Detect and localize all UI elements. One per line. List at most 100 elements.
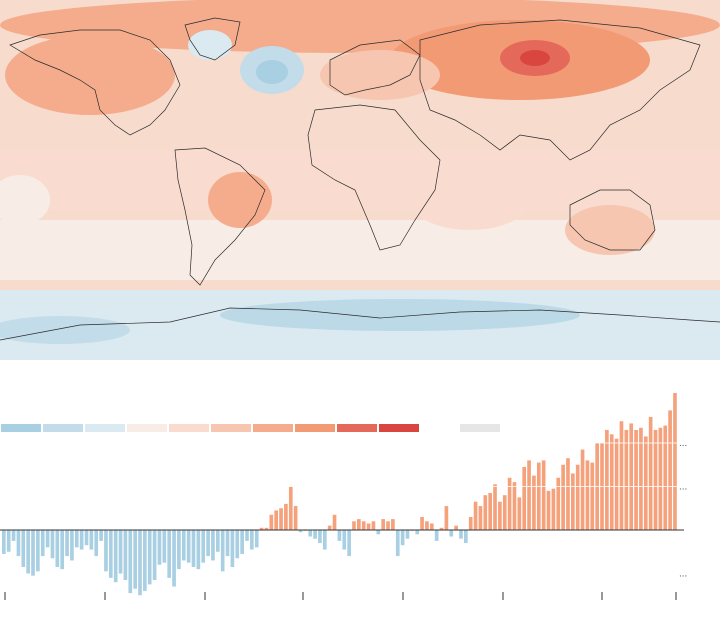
north-america-outline — [9, 29, 181, 136]
anomaly-bar — [279, 508, 283, 530]
anomaly-bar — [366, 523, 371, 530]
anomaly-bar — [429, 523, 434, 530]
anomaly-bar — [629, 423, 634, 530]
anomaly-bar — [483, 495, 488, 530]
temperature-anomaly-map — [0, 0, 720, 360]
anomaly-bar — [206, 530, 210, 557]
anomaly-bar — [541, 460, 546, 530]
anomaly-bar — [468, 516, 473, 530]
anomaly-bar — [274, 510, 279, 530]
indian-ocean-warm — [410, 170, 530, 230]
anomaly-bar — [502, 495, 507, 530]
color-legend — [0, 424, 720, 436]
anomaly-bar — [293, 506, 298, 531]
anomaly-bar — [113, 530, 118, 583]
anomaly-bar — [313, 530, 317, 539]
anomaly-bar — [99, 530, 103, 541]
anomaly-bar — [50, 530, 55, 559]
anomaly-bar — [26, 530, 30, 574]
anomaly-bar — [147, 530, 152, 585]
anomaly-bar — [167, 530, 172, 578]
anomaly-bar — [352, 521, 356, 530]
anomaly-bar — [347, 530, 351, 557]
africa-outline — [307, 104, 441, 251]
anomaly-bar — [172, 530, 176, 587]
anomaly-bar — [11, 530, 16, 541]
anomaly-bar — [250, 530, 254, 550]
pacific-cool — [0, 175, 50, 225]
anomaly-bar — [527, 460, 531, 530]
legend-swatch — [337, 424, 377, 432]
anomaly-bar — [619, 421, 624, 530]
anomaly-bar — [464, 530, 468, 544]
anomaly-bar — [2, 530, 6, 554]
anomaly-bar — [512, 482, 517, 530]
anomaly-bar — [546, 490, 551, 530]
y-tick-label: ... — [679, 438, 687, 449]
anomaly-bar — [288, 486, 293, 530]
anomaly-bar — [191, 530, 196, 567]
legend-swatch — [43, 424, 83, 432]
anomaly-bar — [658, 427, 663, 530]
anomaly-bar — [342, 530, 347, 550]
legend-swatch — [295, 424, 335, 432]
anomaly-bar — [493, 484, 497, 530]
anomaly-bar — [643, 436, 648, 530]
anomaly-bar — [143, 530, 147, 591]
legend-swatch — [211, 424, 251, 432]
anomaly-bar — [40, 530, 45, 557]
anomaly-bar — [376, 530, 381, 535]
anomaly-bar — [215, 530, 220, 552]
anomaly-bar — [186, 530, 191, 563]
anomaly-bar — [225, 530, 230, 557]
anomaly-bar — [245, 530, 249, 541]
anomaly-bar — [449, 530, 454, 537]
anomaly-bar — [138, 530, 142, 596]
anomaly-bar — [264, 527, 269, 530]
anomaly-bar — [668, 410, 672, 531]
antarctic-cool-zone-west — [0, 316, 130, 344]
legend-swatch — [169, 424, 209, 432]
australia-outline — [569, 189, 656, 251]
anomaly-bar — [123, 530, 128, 581]
anomaly-bar — [157, 530, 162, 565]
anomaly-bar — [60, 530, 65, 570]
anomaly-bar — [532, 475, 536, 531]
legend-swatch — [127, 424, 167, 432]
anomaly-bar — [575, 464, 580, 530]
legend-swatch — [379, 424, 419, 432]
anomaly-bar — [444, 506, 449, 531]
anomaly-bar — [55, 530, 60, 567]
anomaly-bar — [522, 466, 527, 530]
anomaly-bar — [181, 530, 186, 561]
coastlines — [0, 17, 720, 341]
anomaly-bar — [152, 530, 157, 581]
anomaly-bar — [507, 477, 512, 530]
anomaly-bar — [332, 514, 337, 530]
anomaly-bar — [381, 519, 385, 531]
anomaly-bar — [269, 514, 274, 530]
anomaly-bar — [201, 530, 206, 563]
anomaly-bar — [327, 525, 332, 530]
europe-warm — [320, 50, 440, 100]
antarctic-cool-zone — [220, 299, 580, 331]
anomaly-bar — [65, 530, 69, 557]
anomaly-bar — [459, 530, 463, 539]
anomaly-bar — [439, 527, 444, 530]
anomaly-bar — [663, 425, 668, 530]
anomaly-bar — [580, 449, 585, 530]
anomaly-bar — [108, 530, 113, 578]
anomaly-bar — [605, 429, 609, 530]
anomaly-bar — [128, 530, 133, 594]
north-america-warm — [5, 35, 175, 115]
anomaly-bar — [211, 530, 215, 561]
anomaly-bar — [162, 530, 167, 563]
anomaly-bar — [498, 501, 502, 530]
anomaly-bar — [590, 462, 595, 530]
anomaly-bar — [6, 530, 11, 552]
anomaly-bar — [254, 530, 259, 548]
anomaly-bar — [361, 521, 366, 530]
anomaly-bar — [16, 530, 21, 557]
anomaly-bar — [395, 530, 400, 557]
anomaly-bar — [371, 521, 376, 530]
